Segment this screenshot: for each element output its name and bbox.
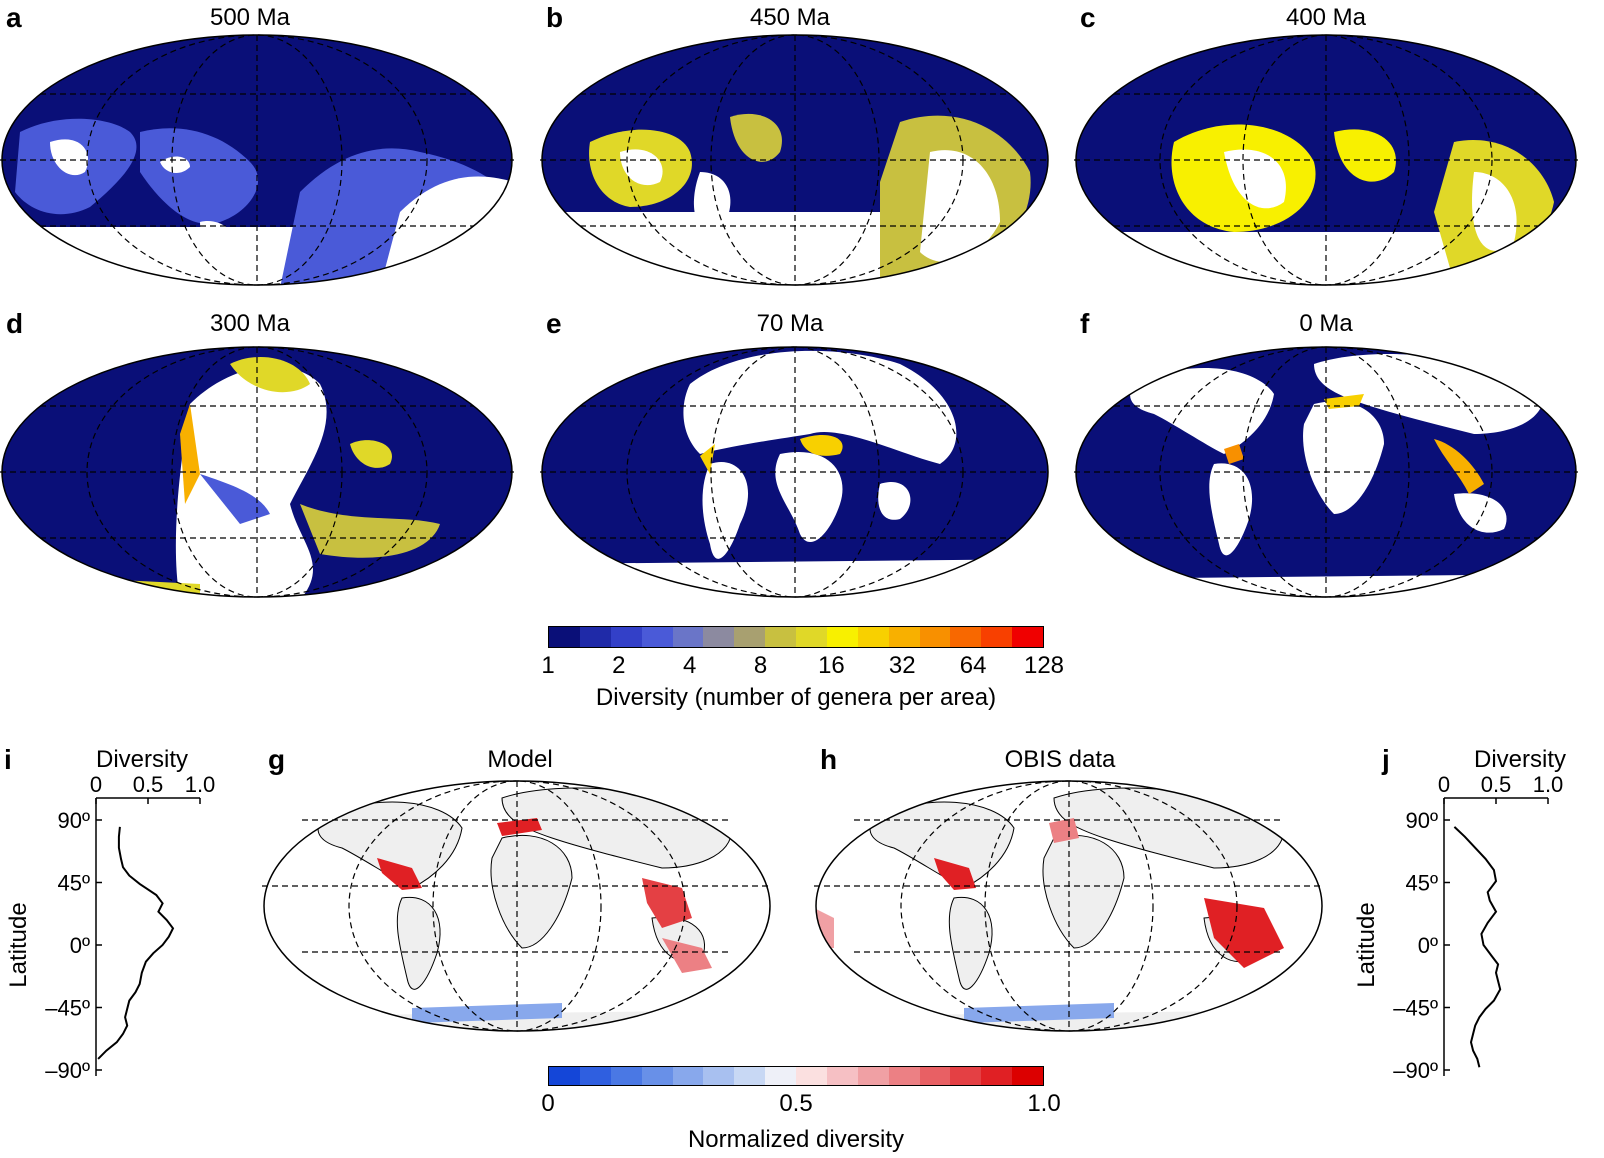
colorbar-tick-label: 16: [818, 652, 845, 679]
colorbar-tick-label: 4: [683, 652, 697, 679]
panel-letter: h: [820, 744, 838, 775]
colorbar-tick-label: 1.0: [1027, 1090, 1061, 1117]
map-500ma: [0, 34, 514, 286]
colorbar-segment: [734, 1067, 766, 1085]
colorbar-tick-label: 0.5: [779, 1090, 813, 1117]
colorbar-segment: [950, 627, 982, 647]
diversity-line: [1453, 826, 1502, 1068]
panel-title: Diversity: [96, 746, 189, 773]
y-tick-label: –90º: [45, 1058, 90, 1083]
panel-title: 450 Ma: [749, 4, 831, 31]
map-400ma: [1074, 34, 1578, 286]
y-tick-label: –45º: [1393, 996, 1438, 1021]
diversity-line: [97, 826, 175, 1060]
x-tick-label: 0.5: [1481, 772, 1512, 797]
diversity-colorbar-gradient: [548, 626, 1044, 648]
y-tick-label: –90º: [1393, 1058, 1438, 1083]
panel-title: 500 Ma: [209, 4, 291, 31]
colorbar-segment: [796, 627, 827, 647]
colorbar-segment: [672, 1067, 704, 1085]
panel-letter: g: [268, 744, 286, 775]
latitude-profile-obis: 0 0.5 1.0 90º 45º 0º –45º –90º Latitude: [1353, 772, 1564, 1083]
panel-letter: d: [6, 308, 24, 339]
colorbar-tick-label: 1: [541, 652, 555, 679]
colorbar-segment: [703, 627, 735, 647]
panel-title: Diversity: [1474, 746, 1567, 773]
colorbar-segment: [610, 627, 642, 647]
y-tick-label: 0º: [1418, 933, 1438, 958]
colorbar-segment: [703, 1067, 735, 1085]
panel-title: OBIS data: [1004, 746, 1116, 773]
panel-title: 400 Ma: [1285, 4, 1367, 31]
panel-letter: j: [1382, 744, 1390, 775]
colorbar-segment: [796, 1067, 827, 1085]
colorbar-segment: [950, 1067, 982, 1085]
map-300ma: [0, 346, 514, 598]
colorbar-tick-label: 8: [753, 652, 768, 679]
colorbar-segment: [888, 1067, 920, 1085]
colorbar-tick-label: 2: [612, 652, 626, 679]
y-tick-label: 45º: [1405, 871, 1438, 896]
colorbar-segment: [734, 627, 766, 647]
latitude-profile-model: 0 0.5 1.0 90º 45º 0º –45º –90º Latitude: [5, 772, 216, 1083]
colorbar-segment: [672, 627, 704, 647]
panel-title: 300 Ma: [209, 310, 291, 337]
colorbar-segment: [549, 627, 580, 647]
map-obis: [814, 780, 1324, 1032]
x-tick-label: 0: [1438, 772, 1450, 797]
colorbar-tick-label: 32: [888, 652, 916, 679]
colorbar-segment: [610, 1067, 642, 1085]
colorbar-segment: [765, 1067, 796, 1085]
y-tick-label: –45º: [45, 996, 90, 1021]
panel-letter: c: [1080, 2, 1096, 33]
panel-title: 0 Ma: [1299, 310, 1353, 337]
colorbar-segment: [1012, 627, 1043, 647]
y-tick-label: 45º: [57, 871, 90, 896]
colorbar-segment: [888, 627, 920, 647]
panel-letter: b: [546, 2, 564, 33]
colorbar-segment: [1012, 1067, 1043, 1085]
normalized-colorbar-gradient: [548, 1066, 1044, 1086]
panel-title: Model: [487, 746, 553, 773]
colorbar-segment: [641, 1067, 673, 1085]
colorbar-tick-label: 64: [959, 652, 987, 679]
x-tick-label: 0: [90, 772, 102, 797]
colorbar-segment: [579, 1067, 611, 1085]
colorbar-tick-label: 128: [1023, 652, 1065, 679]
y-axis-label: Latitude: [5, 902, 32, 987]
colorbar-segment: [857, 1067, 889, 1085]
panel-letter: a: [6, 2, 22, 33]
colorbar-tick-label: 0: [541, 1090, 555, 1117]
panel-letter: f: [1080, 308, 1090, 339]
colorbar-segment: [826, 1067, 858, 1085]
colorbar-segment: [857, 627, 889, 647]
map-70ma: [540, 346, 1050, 598]
y-tick-label: 0º: [70, 933, 90, 958]
panel-letter: i: [4, 744, 12, 775]
colorbar-segment: [919, 1067, 951, 1085]
y-tick-label: 90º: [57, 808, 90, 833]
colorbar-segment: [765, 627, 796, 647]
colorbar-segment: [579, 627, 611, 647]
map-450ma: [540, 34, 1050, 286]
colorbar-segment: [641, 627, 673, 647]
panel-letter: e: [546, 308, 562, 339]
panel-title: 70 Ma: [756, 310, 824, 337]
colorbar-segment: [981, 627, 1013, 647]
colorbar-segment: [919, 627, 951, 647]
x-tick-label: 0.5: [133, 772, 164, 797]
x-tick-label: 1.0: [1533, 772, 1564, 797]
colorbar-segment: [981, 1067, 1013, 1085]
y-tick-label: 90º: [1405, 808, 1438, 833]
y-axis-label: Latitude: [1353, 902, 1380, 987]
x-tick-label: 1.0: [185, 772, 216, 797]
map-0ma: [1074, 346, 1578, 598]
normalized-colorbar-title: Normalized diversity: [687, 1126, 905, 1153]
map-model: [262, 780, 772, 1032]
diversity-colorbar-title: Diversity (number of genera per area): [595, 684, 997, 711]
colorbar-segment: [826, 627, 858, 647]
colorbar-segment: [549, 1067, 580, 1085]
